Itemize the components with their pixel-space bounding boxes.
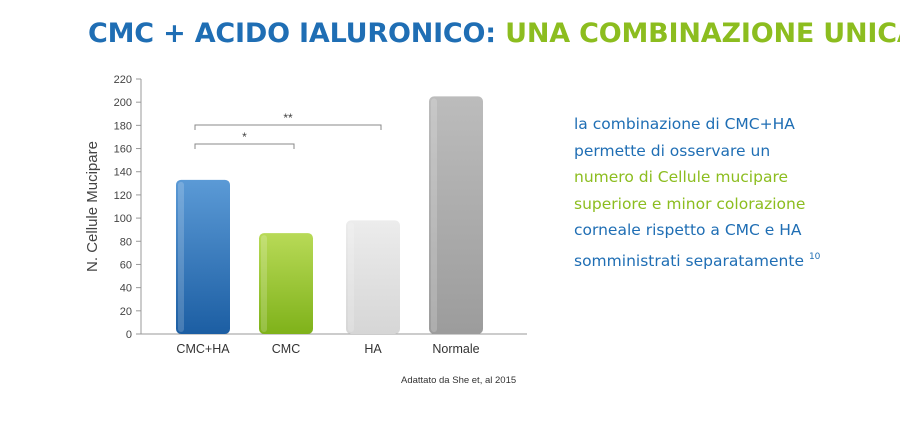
significance-label: * xyxy=(242,130,247,144)
y-tick-label: 40 xyxy=(120,283,132,295)
bar-cmc xyxy=(259,233,313,334)
y-tick-label: 140 xyxy=(114,167,132,179)
bar-highlight xyxy=(178,181,184,332)
bar-ha xyxy=(346,220,400,334)
description-highlight: superiore e minor colorazione xyxy=(574,194,806,213)
x-tick-label: Normale xyxy=(432,342,479,356)
description-line: la combinazione di CMC+HA xyxy=(574,115,795,133)
description-highlight: numero di Cellule mucipare xyxy=(574,168,789,186)
y-tick-label: 200 xyxy=(114,97,132,109)
description-line: permette di osservare un xyxy=(574,141,771,160)
page-title: CMC + ACIDO IALURONICO: UNA COMBINAZIONE… xyxy=(88,18,900,49)
bar-highlight xyxy=(431,98,437,333)
y-tick-label: 160 xyxy=(114,144,132,156)
y-tick-label: 120 xyxy=(114,190,132,202)
title-part1: CMC + ACIDO IALURONICO: xyxy=(88,18,496,49)
bar-chart: 0 20 40 60 80 100 120 140 160 180 200 220 N. Cellule… xyxy=(84,74,527,356)
y-tick-label: 220 xyxy=(114,74,132,86)
description-line: somministrati separatamente xyxy=(574,251,804,270)
x-tick-label: HA xyxy=(364,342,382,356)
y-tick-label: 80 xyxy=(120,236,132,248)
reference-number: 10 xyxy=(808,251,821,262)
description-text: la combinazione di CMC+HA permette di os… xyxy=(574,111,874,274)
y-tick-label: 100 xyxy=(114,213,132,225)
bar-cmc-ha xyxy=(176,179,230,334)
title-part2: UNA COMBINAZIONE UNICA xyxy=(505,18,900,49)
x-tick-label: CMC xyxy=(272,342,300,356)
y-tick-label: 20 xyxy=(120,306,132,318)
x-tick-label: CMC+HA xyxy=(176,342,230,356)
y-tick-label: 60 xyxy=(120,259,132,271)
significance-label: ** xyxy=(283,111,293,125)
significance-bracket xyxy=(194,124,382,130)
bar-normale xyxy=(429,96,483,335)
y-axis-label: N. Cellule Mucipare xyxy=(84,141,101,272)
source-note: Adattato da She et, al 2015 xyxy=(401,375,517,386)
bar-highlight xyxy=(348,222,354,332)
y-tick-label: 0 xyxy=(126,329,132,341)
description-line: corneale rispetto a CMC e HA xyxy=(574,221,802,239)
significance-bracket xyxy=(194,143,295,149)
bar-highlight xyxy=(261,235,267,332)
y-tick-label: 180 xyxy=(114,120,132,132)
